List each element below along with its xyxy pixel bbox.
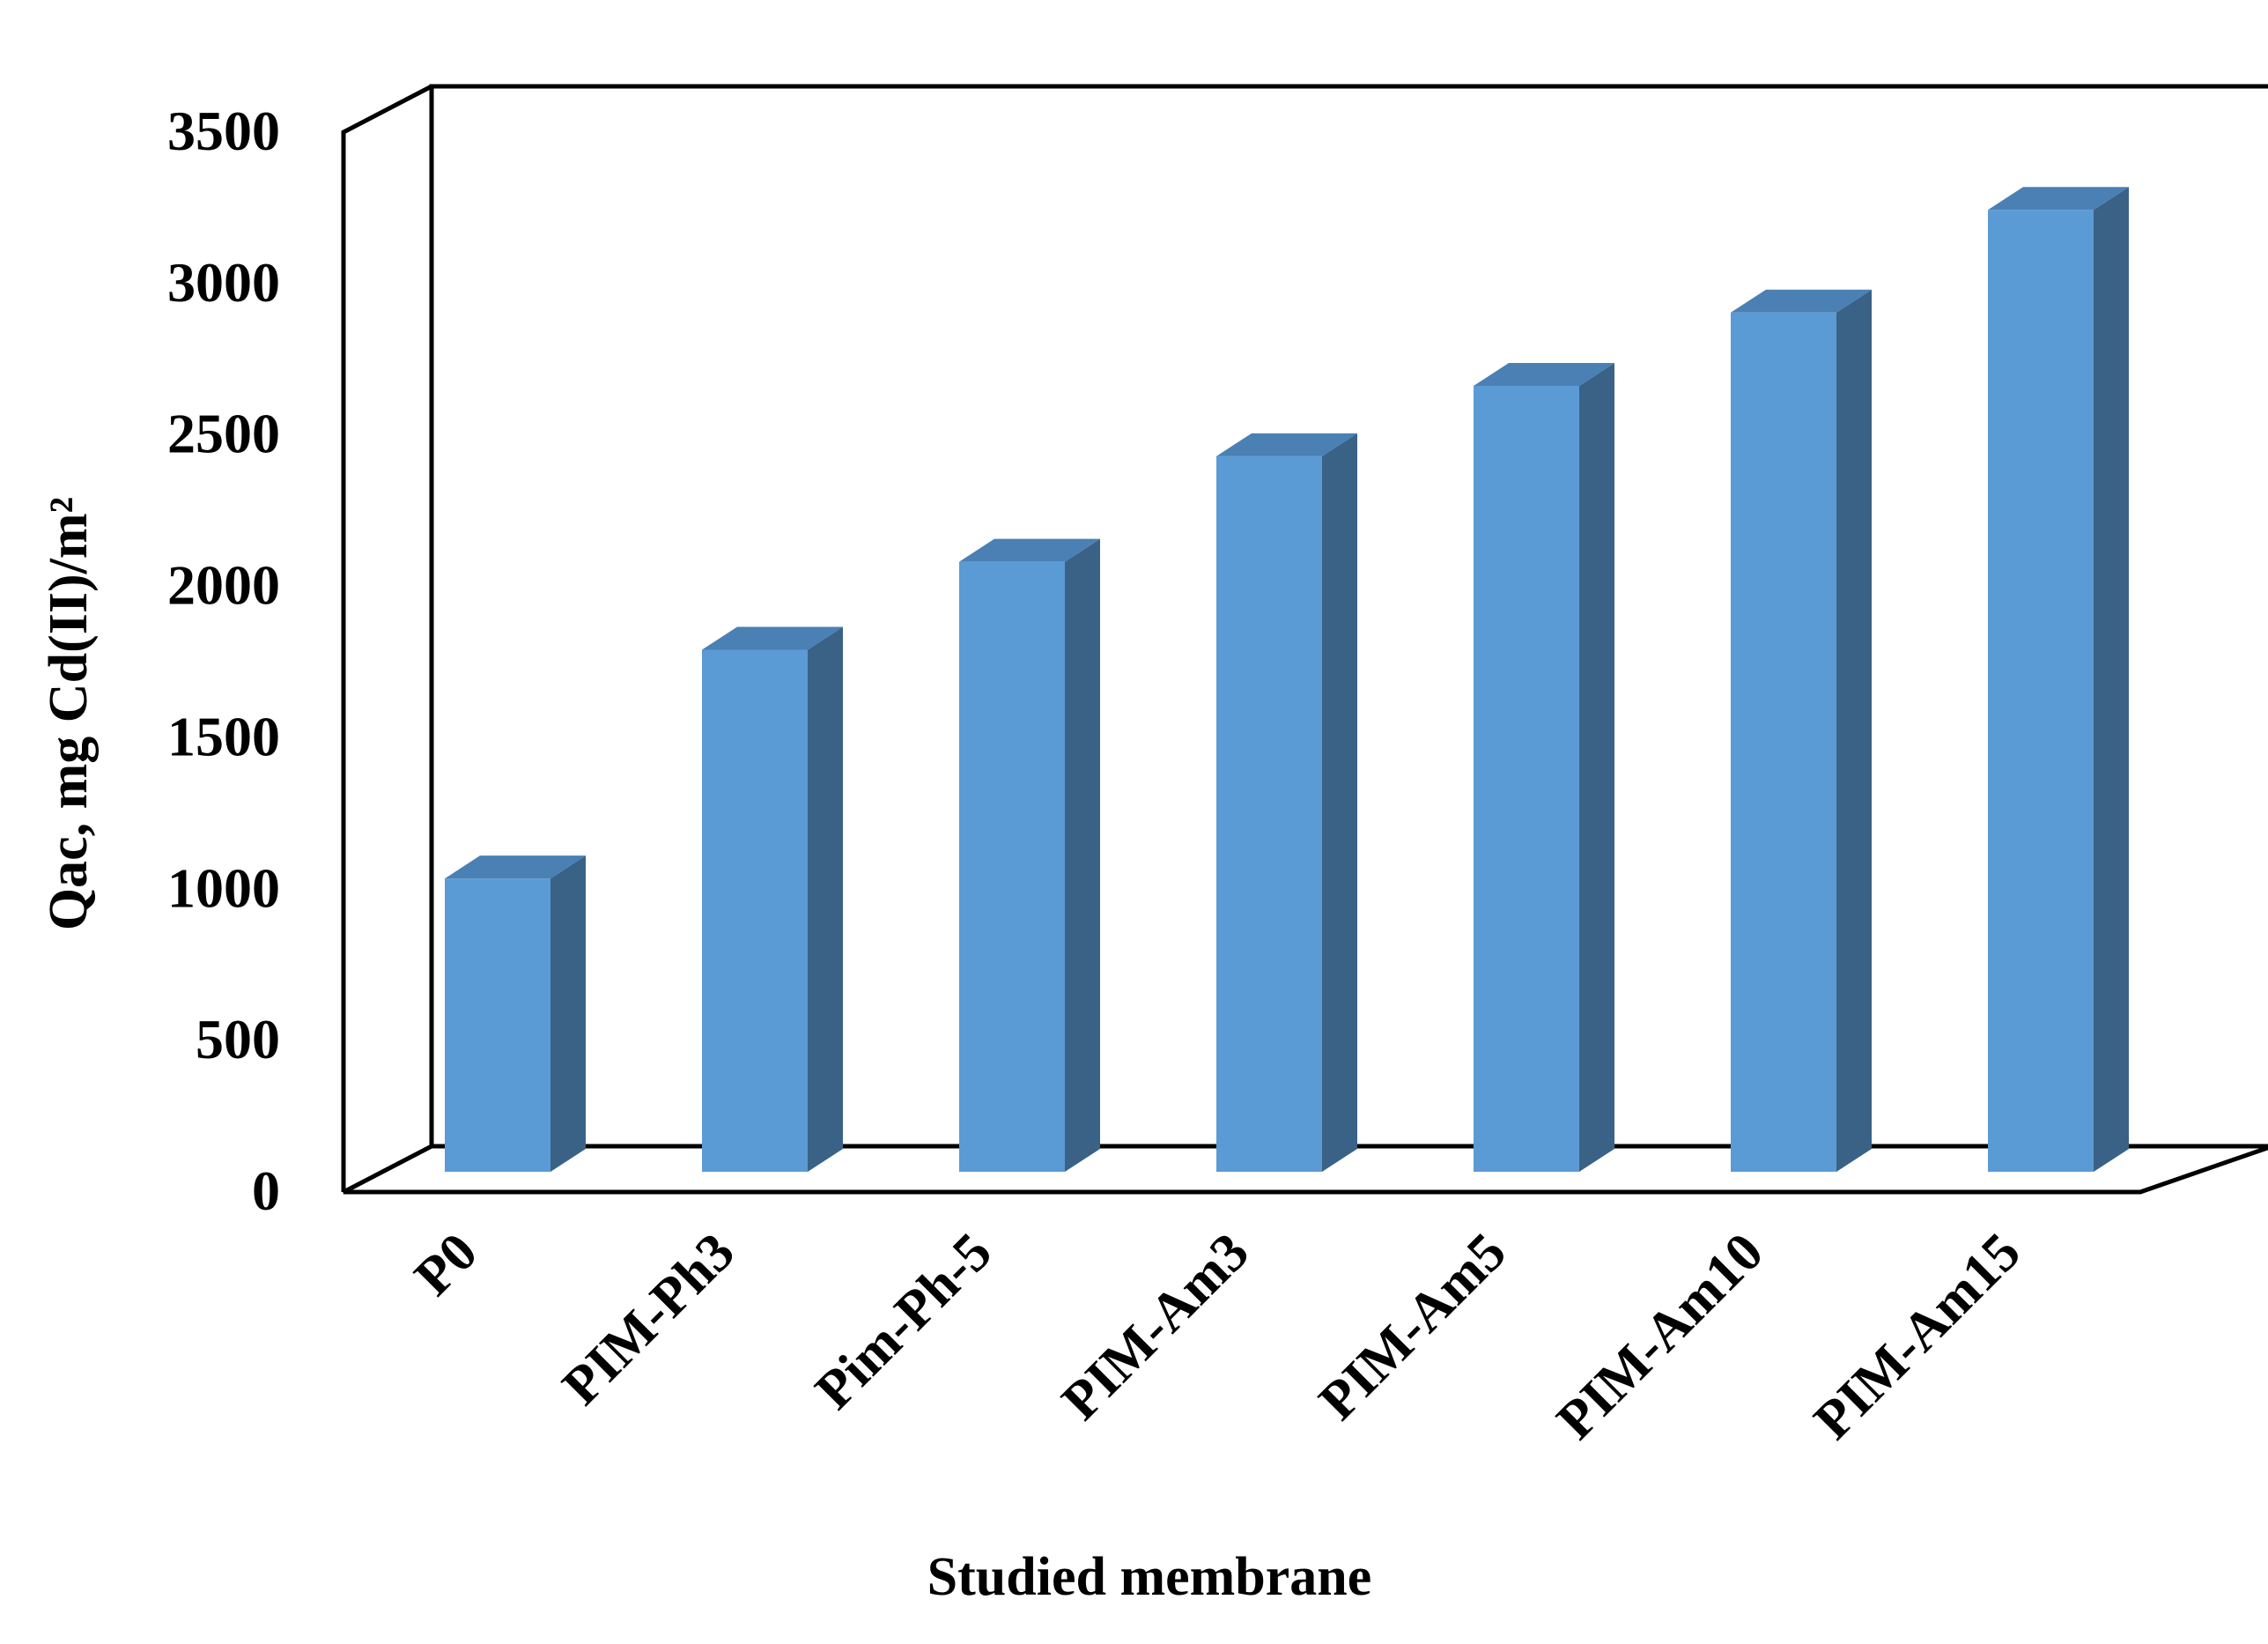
y-tick-label: 500 <box>196 1008 280 1070</box>
bar-front <box>1988 210 2094 1173</box>
y-tick-label: 3000 <box>167 251 280 314</box>
bar-side <box>1065 538 1100 1172</box>
bars <box>445 187 2129 1173</box>
bar <box>959 538 1100 1172</box>
x-tick-label: PIM-Ph3 <box>551 1222 746 1417</box>
left-wall <box>341 84 433 1192</box>
bar-side <box>1836 289 1872 1172</box>
bar-top <box>959 538 1100 562</box>
bar-top <box>1731 289 1872 313</box>
y-tick-label: 2500 <box>167 403 280 465</box>
bar-side <box>1322 433 1357 1172</box>
bar-front <box>1216 455 1322 1172</box>
bar-top <box>1474 362 1614 386</box>
bar-top <box>1988 187 2129 211</box>
bar <box>445 855 586 1172</box>
floor <box>342 1144 2268 1195</box>
bar-front <box>702 649 808 1172</box>
bar-front <box>445 878 550 1172</box>
y-tick-label: 0 <box>252 1159 280 1222</box>
y-tick-label: 1000 <box>167 856 280 919</box>
bar <box>1216 433 1357 1172</box>
bar <box>1474 362 1614 1172</box>
bar-top <box>1216 433 1357 456</box>
bar <box>1731 289 1872 1172</box>
x-axis-label: Studied membrane <box>927 1547 1372 1607</box>
bar-side <box>808 626 843 1172</box>
bar-front <box>1731 312 1836 1172</box>
x-axis-ticks: P0 PIM-Ph3 Pim-Ph-5 PIM-Am3 PIM-Am5 PIM-Am10 P… <box>403 1222 2032 1451</box>
y-tick-label: 2000 <box>167 554 280 617</box>
x-tick-label: PIM-Am15 <box>1803 1222 2032 1451</box>
x-tick-label: Pim-Ph-5 <box>804 1222 1003 1421</box>
x-tick-label: PIM-Am10 <box>1546 1222 1775 1451</box>
bar-side <box>1579 362 1614 1172</box>
bar-top <box>445 855 586 879</box>
back-wall <box>429 84 2268 1146</box>
chart-frame <box>341 84 2268 1195</box>
bar-side <box>2094 187 2129 1173</box>
bar-side <box>550 855 586 1172</box>
x-tick-label: PIM-Am3 <box>1051 1222 1260 1432</box>
x-tick-label: P0 <box>403 1222 489 1307</box>
bar-front <box>959 561 1065 1172</box>
bar-top <box>702 626 843 650</box>
y-tick-label: 1500 <box>167 705 280 767</box>
y-tick-label: 3500 <box>167 100 280 162</box>
bar <box>1988 187 2129 1173</box>
y-axis-label: Qac, mg Cd(II)/m² <box>39 497 99 930</box>
y-axis-ticks: 0 500 1000 1500 2000 2500 3000 3500 <box>167 100 280 1222</box>
x-tick-label: PIM-Am5 <box>1308 1222 1518 1432</box>
bar <box>702 626 843 1172</box>
bar-front <box>1474 385 1579 1172</box>
